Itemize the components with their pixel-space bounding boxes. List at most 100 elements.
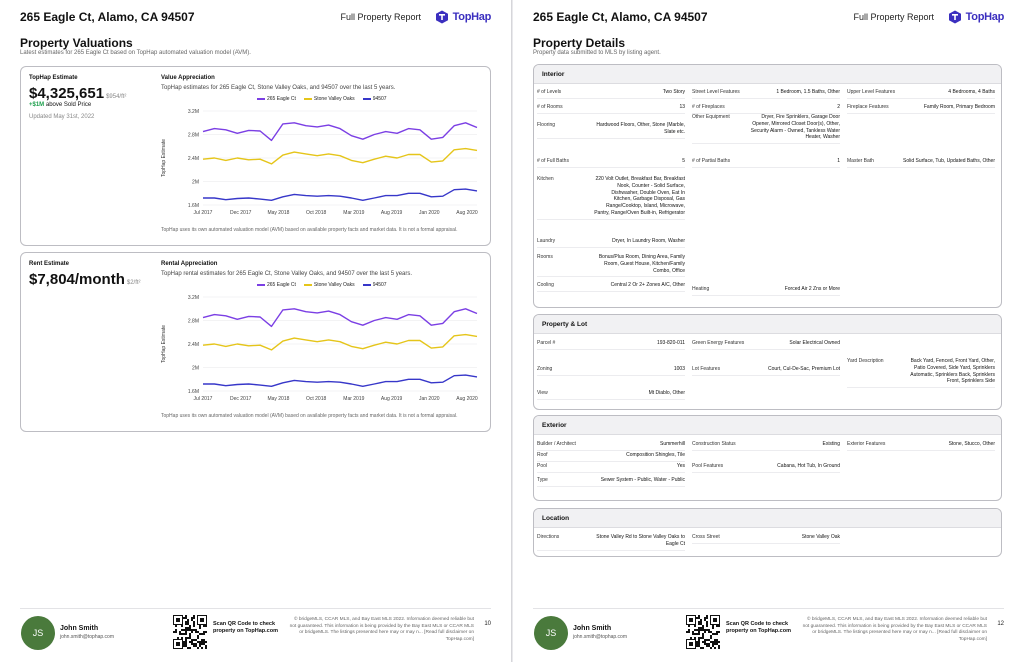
x-tick-label: May 2018 <box>267 210 289 216</box>
detail-row: Type Sewer System - Public, Water - Publi… <box>537 477 685 487</box>
qr-code-icon[interactable] <box>686 615 720 649</box>
detail-value: Stone, Stucco, Other <box>948 441 995 447</box>
agent-email[interactable]: john.smith@tophap.com <box>573 634 627 640</box>
detail-value: Back Yard, Fenced, Front Yard, Other, Pa… <box>910 358 995 385</box>
detail-value: Central 2 Or 2+ Zones A/C, Other <box>610 282 685 288</box>
detail-value: 1 Bedroom, 1.5 Baths, Other <box>776 89 840 95</box>
property-address: 265 Eagle Ct, Alamo, CA 94507 <box>533 10 708 24</box>
y-axis-label: TopHap Estimate <box>161 325 167 363</box>
x-tick-label: Aug 2019 <box>381 210 403 216</box>
value-chart-footnote: TopHap uses its own automated valuation … <box>161 227 458 233</box>
legend-swatch <box>303 98 312 100</box>
detail-row: Roof Composition Shingles, Tile <box>537 452 685 462</box>
x-tick-label: Mar 2019 <box>343 210 364 216</box>
detail-value: 220 Volt Outlet, Breakfast Bar, Breakfas… <box>594 176 685 216</box>
detail-value: Forced Air 2 Zns or More <box>784 286 840 292</box>
detail-value: Two Story <box>662 89 685 95</box>
x-tick-label: Aug 2020 <box>456 396 478 402</box>
detail-value: Sewer System - Public, Water - Public <box>600 477 685 483</box>
tophap-logo-icon <box>948 10 961 24</box>
report-label: Full Property Report <box>853 12 934 22</box>
detail-label: Street Level Features <box>692 89 740 95</box>
x-tick-label: May 2018 <box>267 396 289 402</box>
detail-label: Master Bath <box>847 158 874 164</box>
x-tick-label: Jan 2020 <box>419 210 440 216</box>
detail-label: Laundry <box>537 238 556 244</box>
detail-value: 1 <box>837 158 840 164</box>
value-appreciation-chart: 3.2M 2.8M 2.4M 2M 1.6M TopHap Estimate Jul 201… <box>161 109 478 216</box>
detail-value: Dryer, In Laundry Room, Washer <box>612 238 685 244</box>
details-subtitle: Property data submitted to MLS by listin… <box>533 50 661 56</box>
legend-swatch <box>362 98 371 100</box>
section-title: Exterior <box>534 416 1001 435</box>
detail-row: Exterior Features Stone, Stucco, Other <box>847 441 995 451</box>
detail-label: View <box>537 390 548 396</box>
detail-row: # of Rooms 13 <box>537 104 685 114</box>
detail-label: Kitchen <box>537 176 554 182</box>
detail-label: Rooms <box>537 254 553 260</box>
legend-entry[interactable]: 94507 <box>362 282 387 288</box>
detail-label: Cross Street <box>692 534 720 540</box>
y-tick-label: 3.2M <box>188 295 199 301</box>
section-title: Interior <box>534 65 1001 84</box>
legend-entry[interactable]: Stone Valley Oaks <box>303 282 355 288</box>
detail-label: Fireplace Features <box>847 104 889 110</box>
estimate-per-sqft: $954/ft² <box>106 94 127 100</box>
detail-row: Parcel # 193-820-011 <box>537 340 685 350</box>
page-number: 10 <box>484 621 491 627</box>
qr-caption: Scan QR Code to check property on TopHap… <box>726 621 791 635</box>
detail-row: View Mt Diablo, Other <box>537 390 685 400</box>
detail-label: Pool Features <box>692 463 724 469</box>
tophap-logo: TopHap <box>435 9 491 25</box>
detail-label: # of Rooms <box>537 104 563 110</box>
valuations-title: Property Valuations <box>20 36 133 50</box>
page-header: 265 Eagle Ct, Alamo, CA 94507 Full Prope… <box>20 10 491 26</box>
detail-row: # of Full Baths 5 <box>537 158 685 168</box>
details-title: Property Details <box>533 36 626 50</box>
detail-label: Construction Status <box>692 441 736 447</box>
legend-entry[interactable]: 265 Eagle Ct <box>257 96 296 102</box>
detail-label: Builder / Architect <box>537 441 576 447</box>
legend-swatch <box>257 98 265 100</box>
legend-label: 94507 <box>372 282 387 288</box>
y-tick-label: 1.6M <box>188 203 199 209</box>
valuations-subtitle: Latest estimates for 265 Eagle Ct based … <box>20 50 251 56</box>
legend-label: Stone Valley Oaks <box>313 282 355 288</box>
y-tick-label: 2.4M <box>188 156 199 162</box>
detail-value: Stone Valley Rd to Stone Valley Oaks to … <box>596 534 685 547</box>
detail-value: Stone Valley Oak <box>801 534 840 540</box>
estimate-label: TopHap Estimate <box>29 75 78 81</box>
detail-value: Solar Electrical Owned <box>789 340 840 346</box>
detail-row: Cooling Central 2 Or 2+ Zones A/C, Other <box>537 282 685 292</box>
detail-label: # of Partial Baths <box>692 158 731 164</box>
qr-code-icon[interactable] <box>173 615 207 649</box>
exterior-section: Exterior Builder / Architect Summerhill Co… <box>533 415 1002 501</box>
agent-avatar: JS <box>534 616 568 650</box>
estimate-updated: Updated May 31st, 2022 <box>29 114 95 120</box>
section-title: Property & Lot <box>534 315 1001 334</box>
detail-label: Type <box>537 477 548 483</box>
detail-value: Mt Diablo, Other <box>648 390 685 396</box>
detail-label: # of Fireplaces <box>692 104 725 110</box>
series-line-265-eagle-ct <box>202 308 478 328</box>
y-axis-label: TopHap Estimate <box>161 139 167 177</box>
estimate-value: $4,325,651 $954/ft² <box>29 85 126 102</box>
series-line-94507 <box>203 188 478 202</box>
legend-entry[interactable]: Stone Valley Oaks <box>303 96 355 102</box>
detail-row: Other Equipment Dryer, Fire Sprinklers, G… <box>692 114 840 144</box>
agent-email[interactable]: john.smith@tophap.com <box>60 634 114 640</box>
delta-text: above Sold Price <box>45 102 92 108</box>
detail-label: Upper Level Features <box>847 89 896 95</box>
x-tick-label: Aug 2020 <box>456 210 478 216</box>
detail-label: Flooring <box>537 122 556 128</box>
detail-value: 193-820-011 <box>657 340 685 346</box>
detail-label: Yard Description <box>847 358 884 364</box>
page-footer: JS John Smith john.smith@tophap.com Scan… <box>533 608 1004 654</box>
detail-label: Roof <box>537 452 548 458</box>
legend-label: 265 Eagle Ct <box>267 96 296 102</box>
legend-entry[interactable]: 94507 <box>362 96 387 102</box>
detail-row: Zoning 1003 <box>537 366 685 376</box>
legend-entry[interactable]: 265 Eagle Ct <box>257 282 296 288</box>
x-tick-label: Jan 2020 <box>419 396 440 402</box>
rent-chart-footnote: TopHap uses its own automated valuation … <box>161 413 458 419</box>
